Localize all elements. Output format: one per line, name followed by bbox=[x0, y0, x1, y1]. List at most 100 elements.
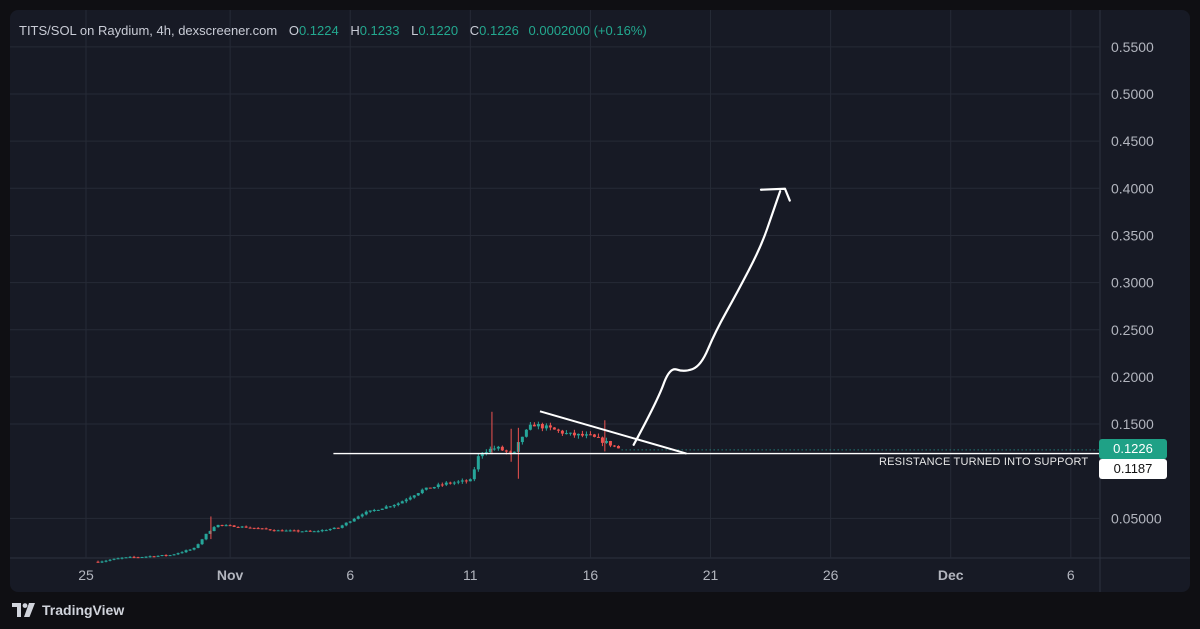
candle-body bbox=[604, 441, 608, 443]
candle-body bbox=[288, 530, 292, 532]
candle-body bbox=[296, 530, 300, 532]
tradingview-logo-icon bbox=[12, 603, 35, 617]
candle-body bbox=[616, 446, 620, 449]
close-value: 0.1226 bbox=[479, 23, 519, 38]
projection-arrow bbox=[632, 190, 782, 446]
candle-body bbox=[328, 529, 332, 531]
candle-body bbox=[384, 506, 388, 509]
candle-body bbox=[400, 501, 404, 504]
candle-body bbox=[280, 530, 284, 532]
candle-body bbox=[396, 503, 400, 505]
candle-body bbox=[548, 425, 552, 428]
candle-body bbox=[560, 430, 564, 434]
candle-body bbox=[140, 557, 144, 559]
candle-body bbox=[164, 555, 168, 557]
candle-body bbox=[180, 552, 184, 554]
y-tick-label: 0.5000 bbox=[1111, 86, 1154, 102]
candle-body bbox=[596, 436, 600, 438]
candle-body bbox=[220, 524, 224, 526]
candle-body bbox=[380, 508, 384, 510]
x-tick-label: 11 bbox=[463, 567, 478, 583]
candle-body bbox=[300, 531, 304, 533]
ohlc-legend: TITS/SOL on Raydium, 4h, dexscreener.com… bbox=[19, 23, 647, 38]
candle-body bbox=[208, 531, 212, 534]
candle-body bbox=[424, 487, 428, 490]
high-label: H bbox=[350, 23, 360, 38]
candles bbox=[96, 411, 620, 564]
chart-panel[interactable]: 25 Nov 6 11 16 21 26 Dec 6 0.05000 0.1500 0.2000 0.… bbox=[10, 10, 1190, 592]
candle-body bbox=[564, 433, 568, 435]
candle-body bbox=[512, 451, 516, 453]
candle-body bbox=[576, 433, 580, 436]
candle-body bbox=[580, 433, 584, 436]
candle-body bbox=[364, 511, 368, 515]
candle-body bbox=[268, 529, 272, 531]
high-value: 0.1233 bbox=[359, 23, 400, 38]
candle-body bbox=[544, 425, 548, 429]
candle-body bbox=[472, 469, 476, 480]
candle-body bbox=[496, 446, 500, 449]
candle-body bbox=[184, 550, 188, 553]
candle-body bbox=[200, 539, 204, 545]
x-tick-label: 26 bbox=[823, 567, 839, 583]
candle-body bbox=[448, 482, 452, 484]
candle-body bbox=[240, 526, 244, 528]
candle-body bbox=[572, 432, 576, 436]
last-price-tag: 0.1226 bbox=[1099, 439, 1167, 459]
candle-body bbox=[420, 489, 424, 494]
candle-body bbox=[320, 530, 324, 532]
candle-body bbox=[468, 479, 472, 482]
candle-body bbox=[456, 481, 460, 483]
candle-body bbox=[104, 560, 108, 562]
candle-body bbox=[284, 530, 288, 532]
candle-body bbox=[236, 526, 240, 528]
candle-body bbox=[532, 424, 536, 427]
candle-body bbox=[368, 510, 372, 512]
x-tick-label: 25 bbox=[78, 567, 94, 583]
change-value: 0.0002000 (+0.16%) bbox=[528, 23, 647, 38]
candle-body bbox=[168, 555, 172, 557]
candle-body bbox=[340, 525, 344, 528]
candle-body bbox=[312, 531, 316, 533]
price-chart[interactable]: 25 Nov 6 11 16 21 26 Dec 6 0.050000.15000.20000.… bbox=[10, 10, 1190, 592]
y-tick-label: 0.2500 bbox=[1111, 322, 1154, 338]
candle-body bbox=[128, 556, 132, 558]
candle-body bbox=[504, 450, 508, 452]
candle-body bbox=[372, 509, 376, 511]
candle-body bbox=[276, 530, 280, 532]
candle-body bbox=[224, 525, 228, 527]
candle-body bbox=[244, 526, 248, 528]
candle-body bbox=[612, 445, 616, 447]
y-tick-label: 0.3500 bbox=[1111, 227, 1154, 243]
candle-body bbox=[428, 487, 432, 489]
candle-body bbox=[228, 525, 232, 527]
candle-body bbox=[120, 557, 124, 559]
candle-body bbox=[124, 557, 128, 559]
tradingview-footer[interactable]: TradingView bbox=[12, 600, 124, 620]
candle-body bbox=[524, 429, 528, 437]
y-tick-label: 0.05000 bbox=[1111, 510, 1162, 526]
candle-body bbox=[412, 495, 416, 498]
x-axis: 25 Nov 6 11 16 21 26 Dec 6 bbox=[78, 567, 1075, 583]
candle-body bbox=[480, 452, 484, 457]
candle-body bbox=[272, 530, 276, 532]
candle-body bbox=[316, 531, 320, 533]
candle-body bbox=[148, 556, 152, 558]
candle-body bbox=[176, 553, 180, 555]
candle-body bbox=[600, 437, 604, 443]
candle-body bbox=[352, 518, 356, 522]
candle-body bbox=[608, 441, 612, 446]
x-tick-label: Dec bbox=[938, 567, 964, 583]
y-tick-label: 0.1500 bbox=[1111, 416, 1154, 432]
candle-body bbox=[324, 530, 328, 532]
descending-trendline bbox=[539, 410, 687, 455]
candle-body bbox=[568, 432, 572, 434]
candle-body bbox=[252, 527, 256, 529]
candle-body bbox=[116, 558, 120, 560]
candle-body bbox=[96, 561, 100, 563]
low-label: L bbox=[411, 23, 419, 38]
candle-body bbox=[584, 434, 588, 436]
candle-body bbox=[308, 530, 312, 532]
low-value: 0.1220 bbox=[418, 23, 459, 38]
candle-body bbox=[192, 547, 196, 550]
